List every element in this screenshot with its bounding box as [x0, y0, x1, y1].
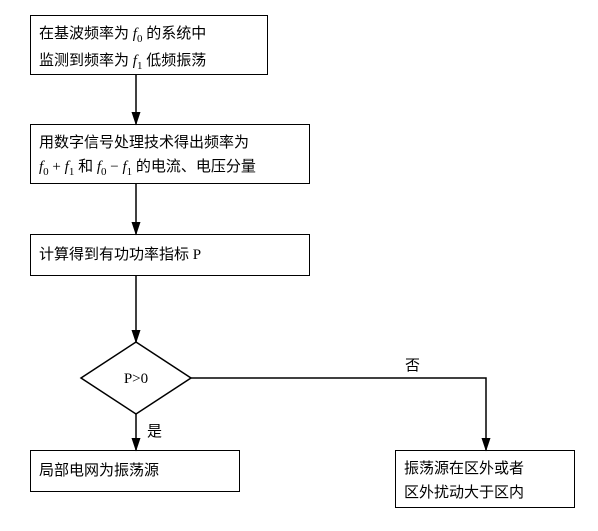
step-box-2: 用数字信号处理技术得出频率为 f0 + f1 和 f0 − f1 的电流、电压分… [30, 124, 310, 184]
t: 的电流、电压分量 [132, 159, 256, 175]
op: − [107, 159, 123, 175]
t: 低频振荡 [142, 53, 206, 69]
step-box-3: 计算得到有功功率指标 P [30, 234, 310, 276]
step3-text: 计算得到有功功率指标 P [39, 243, 201, 267]
edge-label-yes: 是 [147, 420, 162, 441]
t: 监测到频率为 [39, 53, 133, 69]
step-box-1: 在基波频率为 f0 的系统中 监测到频率为 f1 低频振荡 [30, 15, 268, 75]
step1-line1: 在基波频率为 f0 的系统中 [39, 22, 259, 49]
result-box-yes: 局部电网为振荡源 [30, 450, 240, 492]
op: + [49, 159, 65, 175]
t: 在基波频率为 [39, 26, 133, 42]
result-box-no: 振荡源在区外或者 区外扰动大于区内 [395, 450, 575, 508]
result-yes-text: 局部电网为振荡源 [39, 459, 159, 483]
step1-line2: 监测到频率为 f1 低频振荡 [39, 49, 259, 76]
result-no-line2: 区外扰动大于区内 [404, 481, 566, 505]
step2-line1: 用数字信号处理技术得出频率为 [39, 131, 301, 155]
t: 的系统中 [142, 26, 206, 42]
step2-line2: f0 + f1 和 f0 − f1 的电流、电压分量 [39, 155, 301, 182]
result-no-line1: 振荡源在区外或者 [404, 457, 566, 481]
decision-diamond [81, 342, 191, 414]
decision-label: P>0 [124, 371, 148, 387]
arrow-no [191, 378, 486, 450]
t: 和 [74, 159, 97, 175]
edge-label-no: 否 [405, 354, 420, 375]
